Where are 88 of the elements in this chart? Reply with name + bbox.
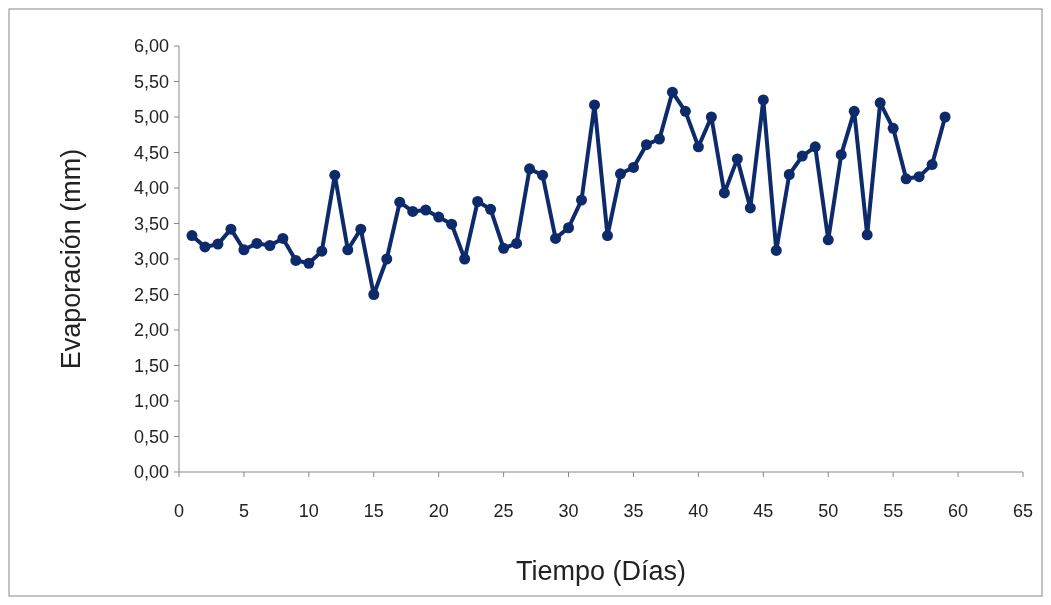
point	[757, 94, 769, 106]
point	[264, 240, 276, 252]
y-tick-label: 0,50	[133, 426, 169, 447]
point	[511, 237, 523, 249]
point	[900, 173, 912, 185]
point	[394, 196, 406, 208]
point	[251, 237, 263, 249]
y-axis-title: Evaporación (mm)	[56, 148, 86, 370]
point	[614, 168, 626, 180]
point	[718, 187, 730, 199]
x-tick-label: 65	[1012, 501, 1034, 521]
point	[368, 289, 380, 300]
point	[744, 202, 756, 214]
point	[874, 97, 886, 109]
y-tick-label: 4,50	[133, 142, 169, 163]
y-tick-label: 4,00	[133, 178, 169, 199]
y-tick-label: 3,50	[133, 213, 169, 234]
y-tick-label: 5,50	[133, 71, 169, 92]
point	[666, 86, 678, 98]
point	[498, 242, 510, 254]
x-tick-label: 55	[883, 501, 904, 521]
x-tick-label: 25	[493, 501, 514, 521]
point	[212, 238, 224, 250]
x-tick-label: 30	[558, 501, 579, 521]
point	[809, 141, 821, 153]
point	[472, 195, 484, 207]
x-tick-label: 15	[363, 501, 384, 521]
point	[640, 139, 652, 151]
point	[887, 122, 899, 134]
point	[692, 141, 704, 153]
point	[627, 161, 639, 173]
y-tick-label: 0,00	[133, 462, 169, 483]
point	[679, 105, 691, 117]
y-tick-label: 1,00	[133, 391, 169, 412]
x-tick-label: 0	[173, 501, 185, 521]
point	[563, 222, 575, 234]
point	[433, 211, 445, 223]
point	[199, 241, 211, 253]
point	[796, 150, 808, 162]
x-tick-label: 10	[298, 501, 319, 521]
point	[601, 230, 613, 242]
point	[913, 171, 925, 183]
point	[861, 229, 873, 241]
point	[420, 204, 432, 216]
x-tick-label: 45	[753, 501, 774, 521]
point	[939, 111, 951, 123]
x-axis-title: Tiempo (Días)	[515, 556, 687, 586]
y-tick-label: 3,00	[133, 249, 169, 270]
point	[355, 223, 367, 235]
x-tick-label: 35	[623, 501, 644, 521]
point	[770, 244, 782, 256]
point	[277, 232, 289, 244]
point	[926, 159, 938, 171]
point	[342, 244, 354, 256]
point	[537, 169, 549, 181]
x-tick-label: 5	[238, 501, 249, 521]
point	[822, 234, 834, 246]
point	[835, 149, 847, 161]
point	[485, 203, 497, 215]
point	[381, 253, 393, 265]
point	[783, 169, 795, 181]
point	[459, 253, 471, 265]
point	[731, 153, 743, 165]
point	[303, 257, 315, 269]
y-tick-label: 1,50	[133, 355, 169, 376]
y-tick-label: 2,00	[133, 320, 169, 341]
point	[316, 245, 328, 257]
point	[407, 205, 419, 217]
x-tick-label: 60	[948, 501, 969, 521]
y-tick-label: 2,50	[133, 284, 169, 305]
x-tick-label: 40	[688, 501, 709, 521]
x-tick-label: 50	[818, 501, 839, 521]
point	[329, 169, 341, 181]
x-tick-label: 20	[428, 501, 449, 521]
point	[576, 194, 588, 206]
point	[550, 232, 562, 244]
point	[705, 111, 717, 123]
y-tick-label: 6,00	[133, 36, 169, 57]
point	[238, 244, 250, 256]
y-tick-label: 5,00	[133, 107, 169, 128]
point	[589, 99, 601, 111]
point	[446, 218, 458, 230]
point	[848, 105, 860, 117]
point	[290, 254, 302, 266]
point	[225, 223, 237, 235]
point	[186, 230, 198, 242]
point	[524, 163, 536, 175]
point	[653, 133, 665, 145]
